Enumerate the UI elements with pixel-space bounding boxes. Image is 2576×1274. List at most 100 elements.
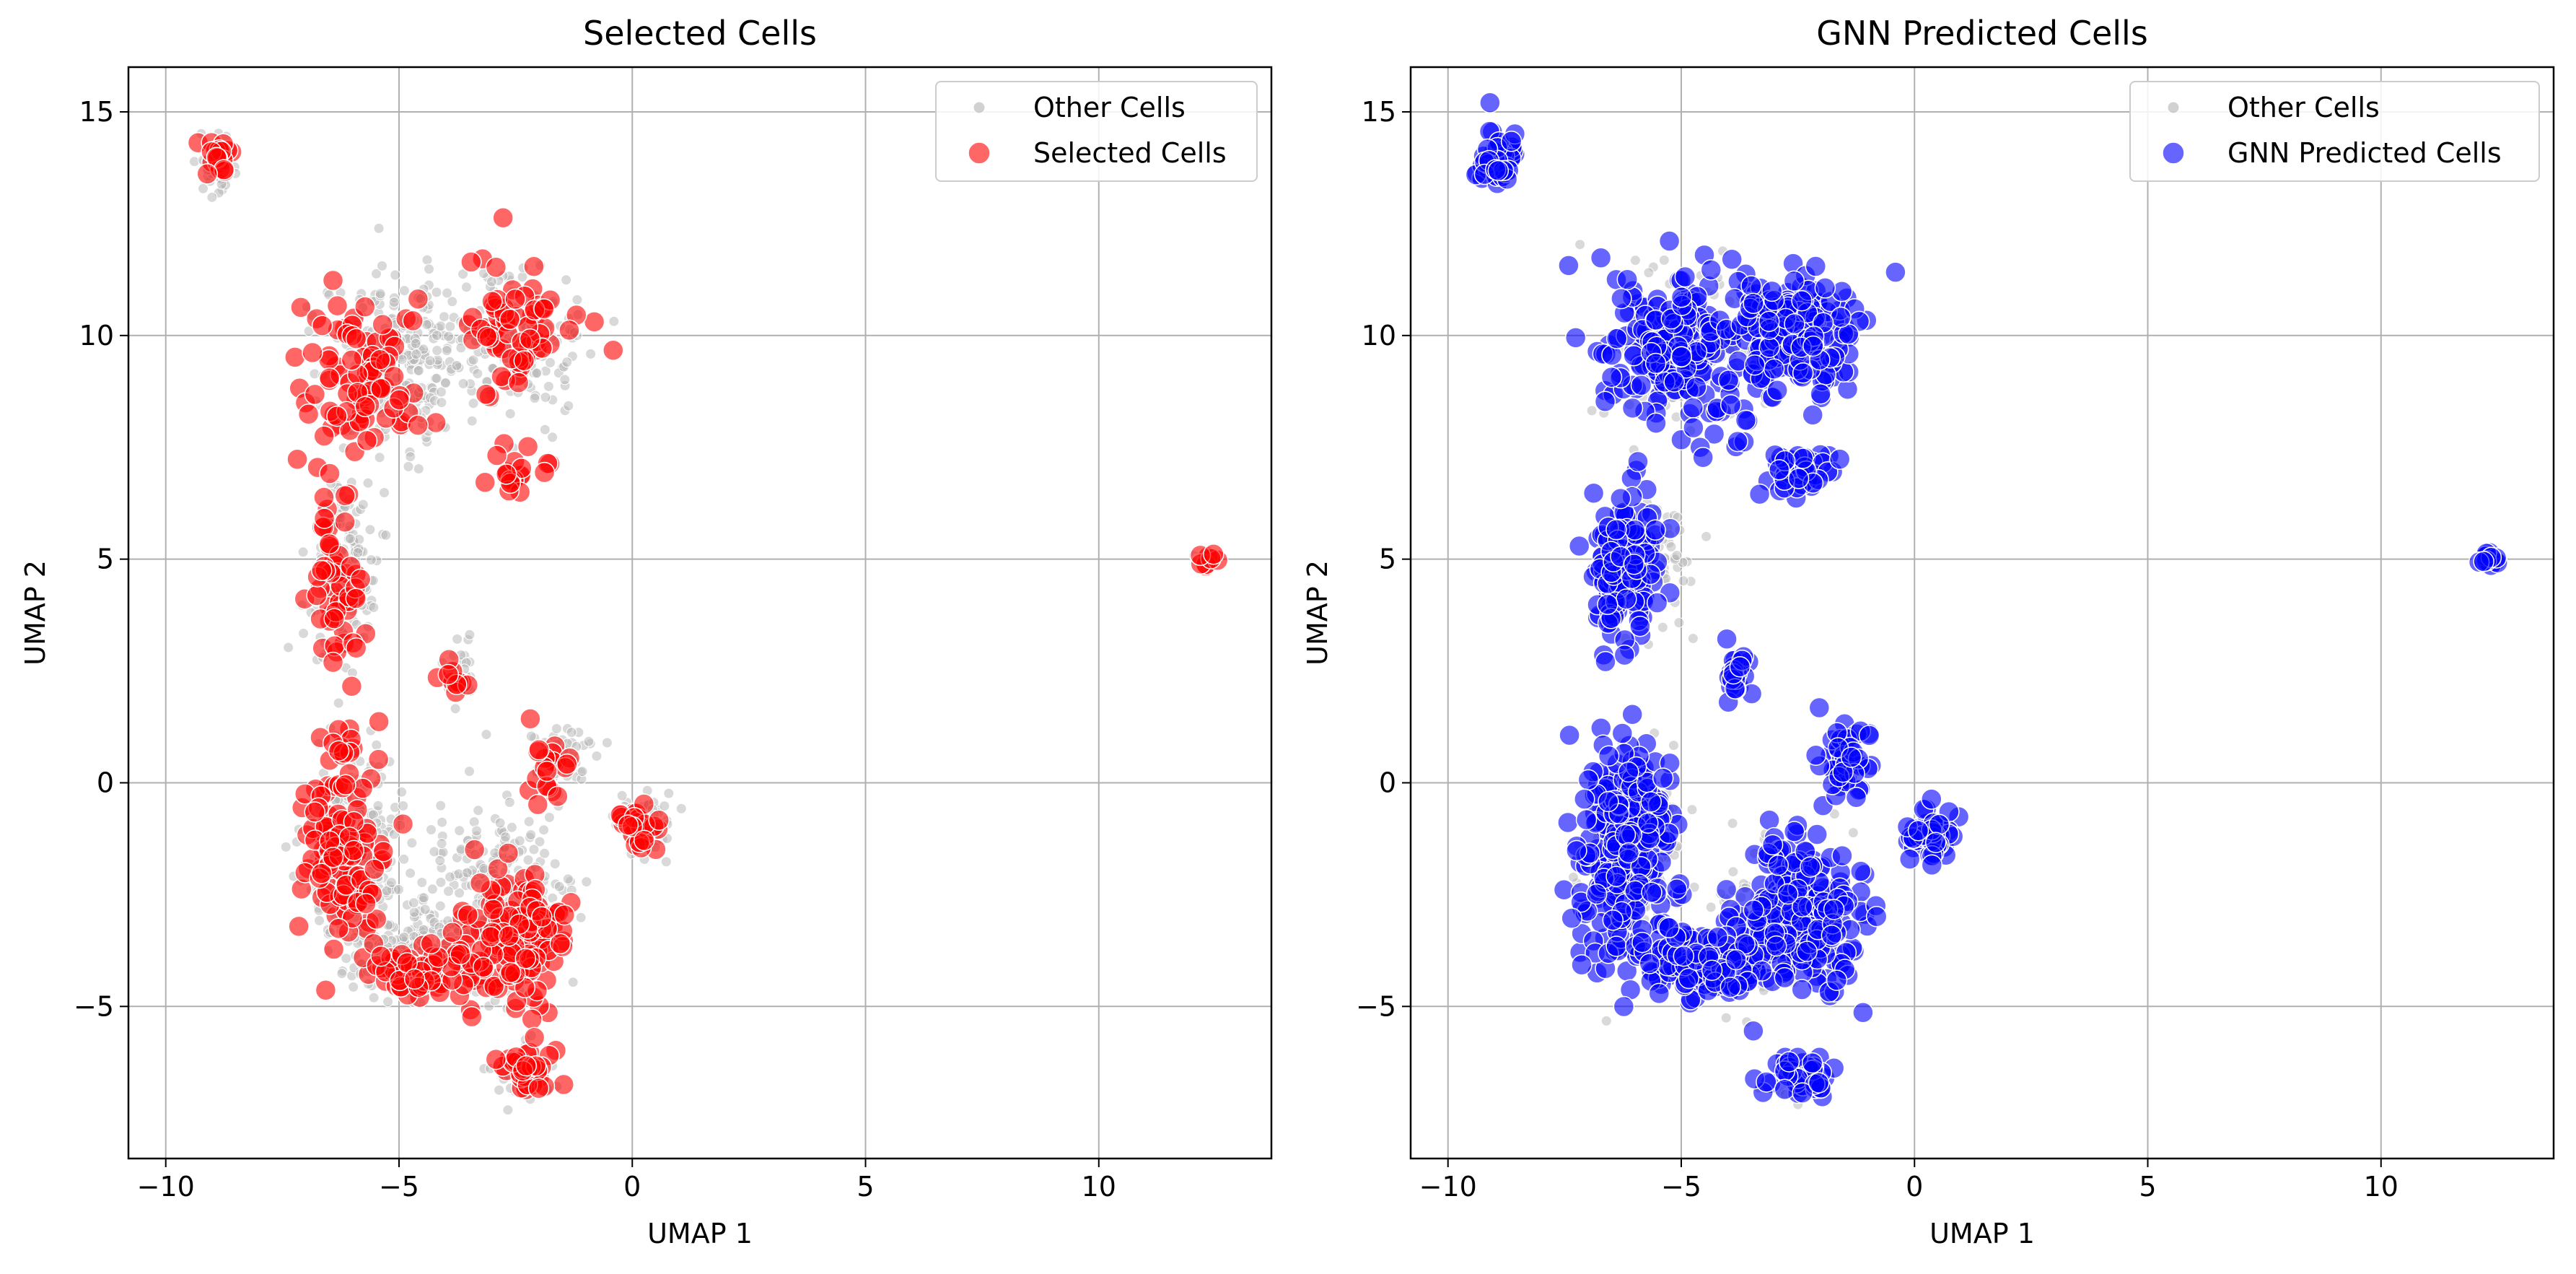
panel-left-points — [187, 128, 1229, 1116]
point-other-cells — [405, 451, 416, 463]
point-gnn-predicted-cells — [1564, 327, 1587, 349]
point-selected-cells — [313, 507, 336, 529]
point-gnn-predicted-cells — [1648, 982, 1670, 1005]
point-gnn-predicted-cells — [1605, 328, 1628, 349]
point-other-cells — [365, 554, 377, 566]
point-other-cells — [1568, 871, 1579, 883]
point-gnn-predicted-cells — [1594, 391, 1616, 412]
point-selected-cells — [288, 915, 310, 938]
point-gnn-predicted-cells — [1558, 255, 1580, 276]
point-selected-cells — [507, 372, 530, 393]
point-other-cells — [1673, 617, 1685, 629]
point-gnn-predicted-cells — [1568, 535, 1590, 557]
point-other-cells — [416, 877, 428, 888]
point-selected-cells — [323, 938, 345, 960]
point-gnn-predicted-cells — [1727, 430, 1748, 453]
point-other-cells — [431, 345, 443, 356]
point-other-cells — [436, 386, 447, 398]
point-gnn-predicted-cells — [1577, 769, 1600, 791]
point-other-cells — [468, 354, 479, 366]
point-gnn-predicted-cells — [1784, 313, 1805, 335]
point-other-cells — [1658, 254, 1670, 266]
point-other-cells — [450, 703, 461, 715]
point-other-cells — [528, 844, 540, 855]
point-other-cells — [504, 408, 516, 419]
point-gnn-predicted-cells — [1766, 380, 1788, 401]
point-other-cells — [514, 835, 525, 847]
point-selected-cells — [1203, 544, 1225, 565]
point-other-cells — [431, 372, 442, 384]
point-other-cells — [413, 365, 424, 376]
point-gnn-predicted-cells — [1765, 935, 1787, 957]
point-selected-cells — [492, 207, 514, 229]
point-other-cells — [398, 285, 410, 297]
point-other-cells — [461, 867, 473, 878]
point-selected-cells — [482, 899, 504, 920]
point-other-cells — [494, 1084, 505, 1096]
point-gnn-predicted-cells — [1763, 358, 1785, 380]
point-gnn-predicted-cells — [1646, 592, 1668, 614]
point-selected-cells — [345, 637, 367, 659]
point-gnn-predicted-cells — [1614, 824, 1637, 846]
point-other-cells — [374, 452, 385, 463]
point-other-cells — [591, 751, 603, 762]
point-selected-cells — [306, 585, 328, 606]
point-selected-cells — [311, 315, 333, 336]
point-other-cells — [388, 297, 400, 308]
y-tick-label: 5 — [97, 544, 114, 575]
point-selected-cells — [617, 814, 639, 836]
panel-left-xlabel: UMAP 1 — [647, 1218, 753, 1249]
point-selected-cells — [633, 829, 655, 852]
point-other-cells — [377, 260, 387, 271]
x-tick-label: 10 — [1082, 1171, 1116, 1203]
point-selected-cells — [523, 256, 545, 277]
point-selected-cells — [523, 1026, 546, 1049]
point-gnn-predicted-cells — [1823, 899, 1845, 920]
point-other-cells — [434, 855, 446, 866]
point-selected-cells — [648, 809, 670, 832]
point-other-cells — [357, 499, 369, 510]
x-tick-label: 5 — [2139, 1171, 2156, 1203]
point-other-cells — [435, 800, 447, 811]
panel-right-xlabel: UMAP 1 — [1929, 1218, 2035, 1249]
point-gnn-predicted-cells — [1621, 397, 1644, 419]
point-gnn-predicted-cells — [1717, 370, 1740, 391]
point-gnn-predicted-cells — [1808, 1072, 1830, 1094]
point-other-cells — [364, 524, 376, 536]
point-selected-cells — [318, 367, 341, 389]
point-gnn-predicted-cells — [1828, 448, 1851, 470]
point-selected-cells — [313, 425, 335, 447]
point-gnn-predicted-cells — [1611, 723, 1634, 744]
point-gnn-predicted-cells — [1487, 160, 1510, 182]
point-other-cells — [410, 338, 421, 349]
point-other-cells — [408, 907, 420, 918]
point-selected-cells — [372, 840, 395, 863]
point-selected-cells — [286, 448, 308, 471]
point-gnn-predicted-cells — [1743, 1020, 1764, 1042]
point-other-cells — [506, 821, 517, 833]
legend-marker-other-cells — [973, 101, 986, 114]
point-gnn-predicted-cells — [1644, 352, 1667, 375]
panel-left-legend: Other Cells Selected Cells — [935, 81, 1258, 182]
point-other-cells — [1671, 550, 1683, 561]
point-other-cells — [1586, 405, 1598, 416]
point-other-cells — [421, 254, 433, 266]
point-selected-cells — [533, 461, 556, 484]
point-other-cells — [440, 378, 451, 389]
point-selected-cells — [583, 311, 605, 333]
point-other-cells — [362, 477, 374, 489]
point-selected-cells — [372, 313, 393, 336]
y-tick-label: 0 — [97, 767, 114, 798]
point-selected-cells — [514, 948, 537, 969]
point-other-cells — [385, 877, 397, 889]
point-gnn-predicted-cells — [1758, 809, 1780, 831]
point-selected-cells — [531, 906, 553, 928]
point-other-cells — [547, 432, 558, 443]
point-other-cells — [539, 847, 551, 859]
point-other-cells — [297, 546, 309, 558]
point-other-cells — [585, 348, 597, 359]
point-gnn-predicted-cells — [1852, 1002, 1874, 1024]
point-gnn-predicted-cells — [1769, 459, 1790, 481]
point-gnn-predicted-cells — [1907, 820, 1929, 842]
point-selected-cells — [318, 533, 341, 555]
